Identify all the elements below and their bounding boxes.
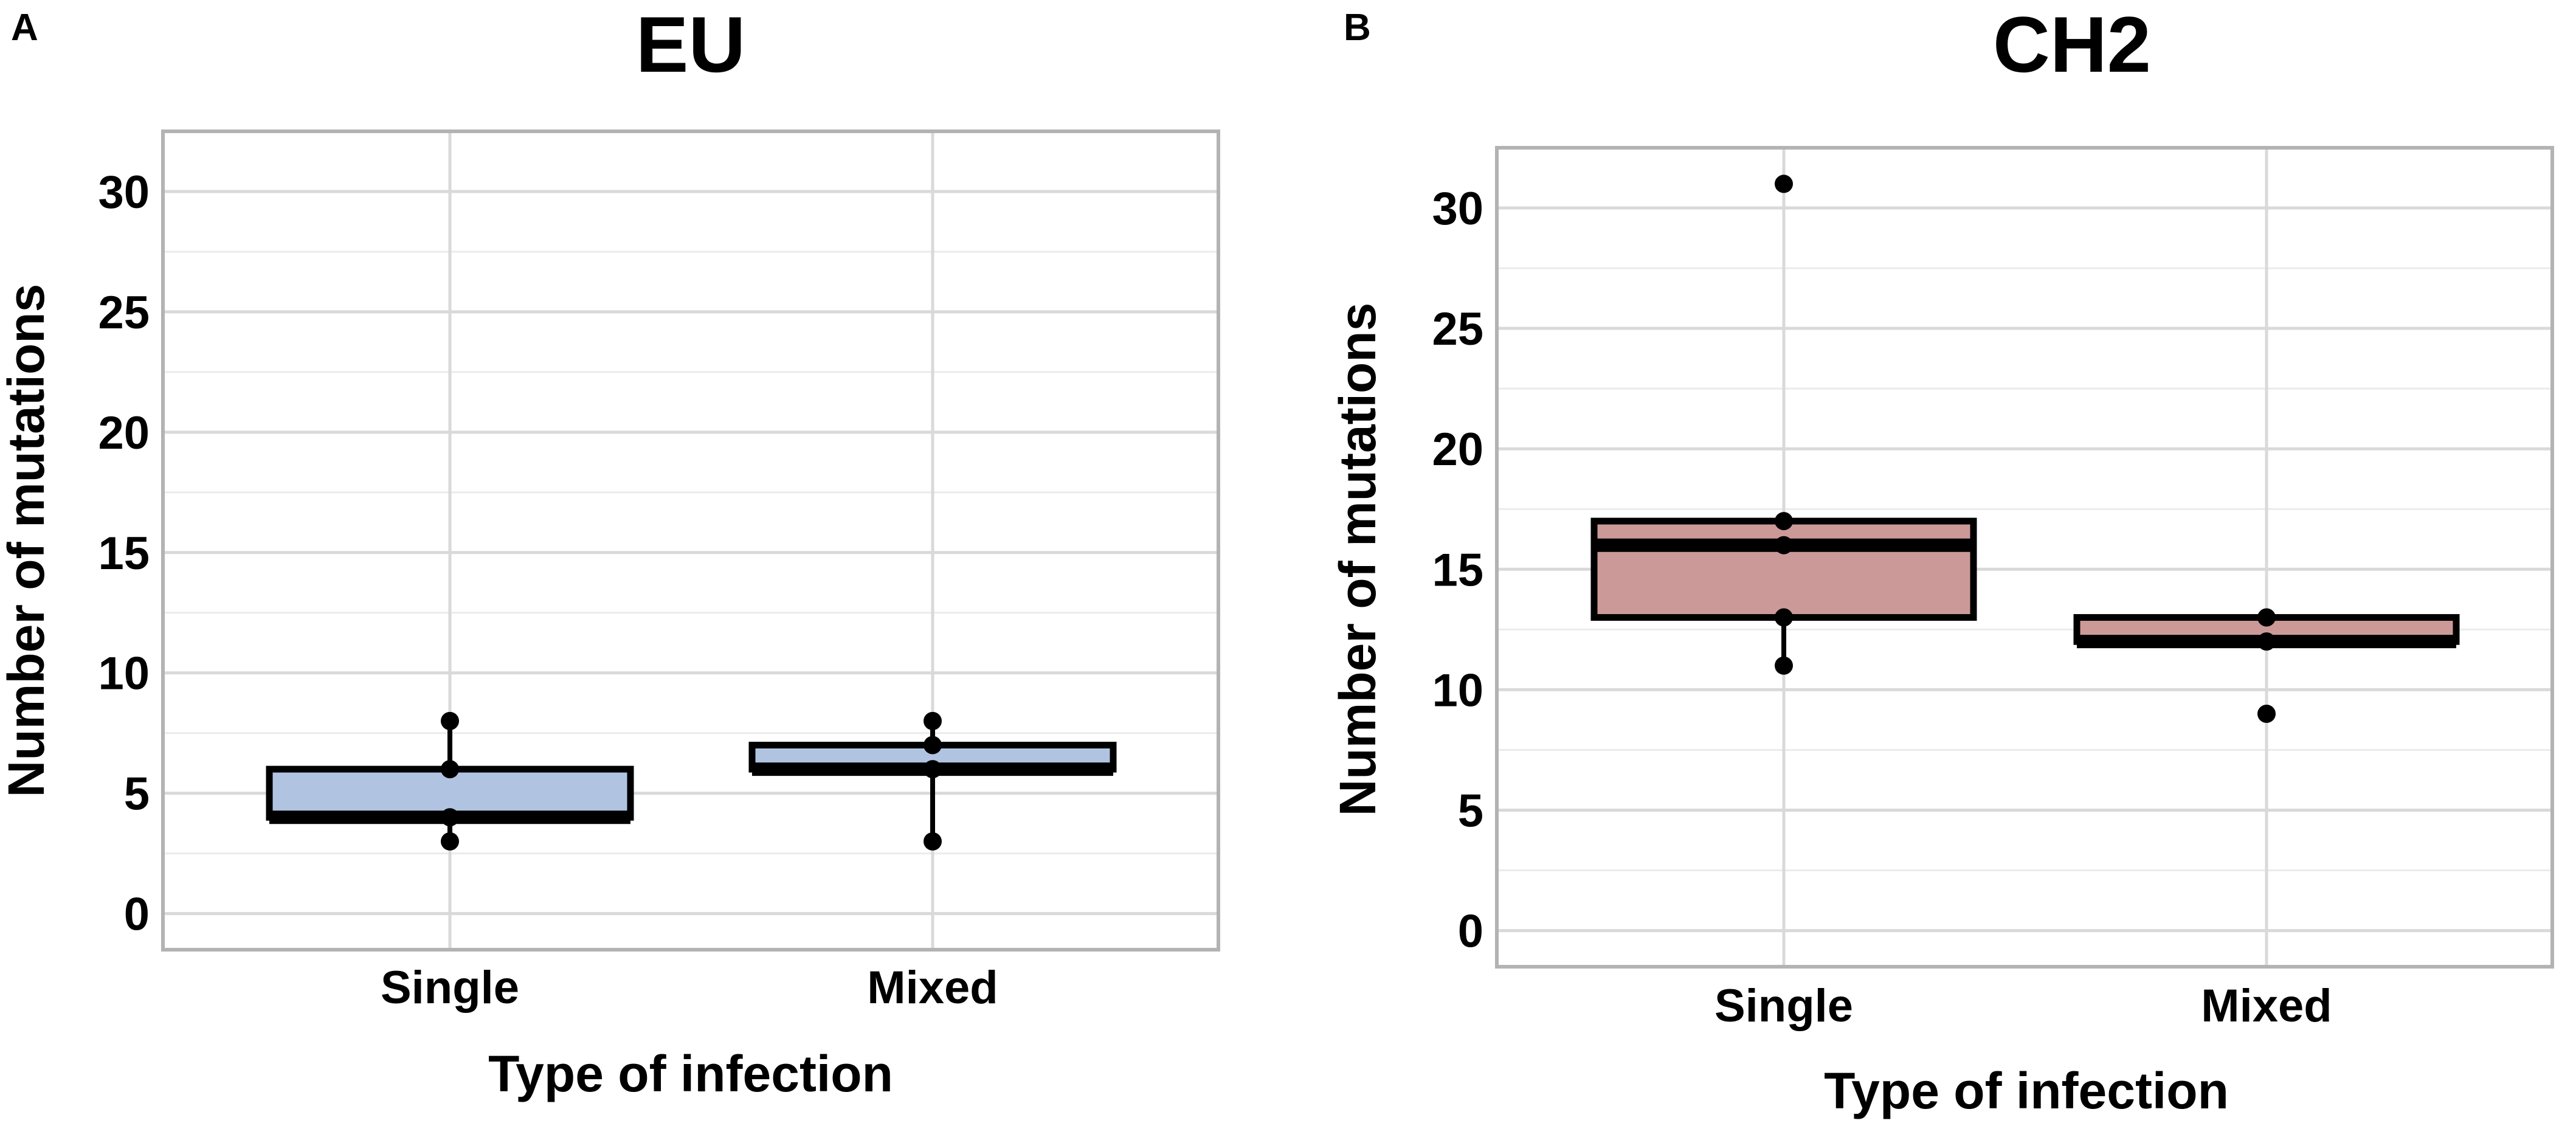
panel-border [161,130,1220,952]
data-point [1775,512,1793,531]
box-mixed [748,711,1117,851]
x-tick-label: Single [381,962,519,1014]
chart-panel-b: 0 5 10 15 20 25 30 Single Mixed Type of infection… [1329,0,2554,1119]
data-point [2257,608,2276,627]
chart-panel-a: 0 5 10 15 20 25 30 Single Mixed Type of infection… [0,0,1220,1102]
data-point [441,760,459,779]
x-axis-title: Type of infection [1824,1062,2229,1119]
iqr-box [1590,517,1977,621]
data-point [441,711,459,730]
box-mixed [2073,608,2460,724]
y-tick-label: 25 [1432,303,1483,355]
y-tick-label: 0 [1458,906,1483,958]
y-axis-title: Number of mutations [1329,303,1386,817]
data-point [1775,608,1793,627]
data-point [2257,705,2276,724]
y-tick-label: 30 [1432,183,1483,235]
y-tick-label: 10 [1432,665,1483,716]
data-point [924,711,942,730]
y-tick-label: 0 [124,889,150,941]
x-axis-title: Type of infection [488,1045,893,1102]
y-tick-label: 15 [1432,544,1483,596]
y-tick-label: 30 [98,167,150,218]
data-point [441,832,459,851]
chart-title: EU [636,0,746,89]
data-point [1775,656,1793,675]
data-point [924,760,942,779]
x-tick-label: Single [1714,980,1853,1032]
data-point [924,832,942,851]
panel-border [1495,146,2554,969]
grid [163,131,1218,950]
y-axis-title: Number of mutations [0,284,55,798]
y-tick-label: 10 [98,648,150,700]
y-tick-label: 5 [124,769,150,820]
data-point [1775,536,1793,554]
box-single [1590,174,1977,675]
x-tick-label: Mixed [2201,980,2332,1032]
data-point [924,736,942,755]
y-tick-label: 5 [1458,785,1483,837]
y-tick-label: 25 [98,287,150,339]
y-tick-label: 15 [98,528,150,579]
box-single [266,711,634,851]
y-tick-label: 20 [1432,424,1483,475]
data-point [441,808,459,827]
panel-label: B [1344,7,1371,49]
panel-label: A [11,7,38,49]
x-tick-label: Mixed [867,962,998,1014]
data-point [2257,632,2276,651]
y-tick-label: 20 [98,407,150,459]
data-point [1775,174,1793,193]
chart-title: CH2 [1993,0,2151,89]
